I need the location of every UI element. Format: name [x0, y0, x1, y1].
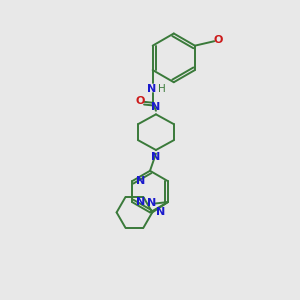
Text: N: N [156, 207, 165, 218]
Text: N: N [136, 176, 146, 186]
Text: N: N [151, 152, 160, 162]
Text: O: O [213, 35, 223, 45]
Text: N: N [147, 199, 156, 208]
Text: H: H [158, 84, 166, 94]
Text: N: N [147, 84, 156, 94]
Text: N: N [151, 102, 160, 112]
Text: N: N [136, 197, 146, 207]
Text: O: O [136, 96, 145, 106]
